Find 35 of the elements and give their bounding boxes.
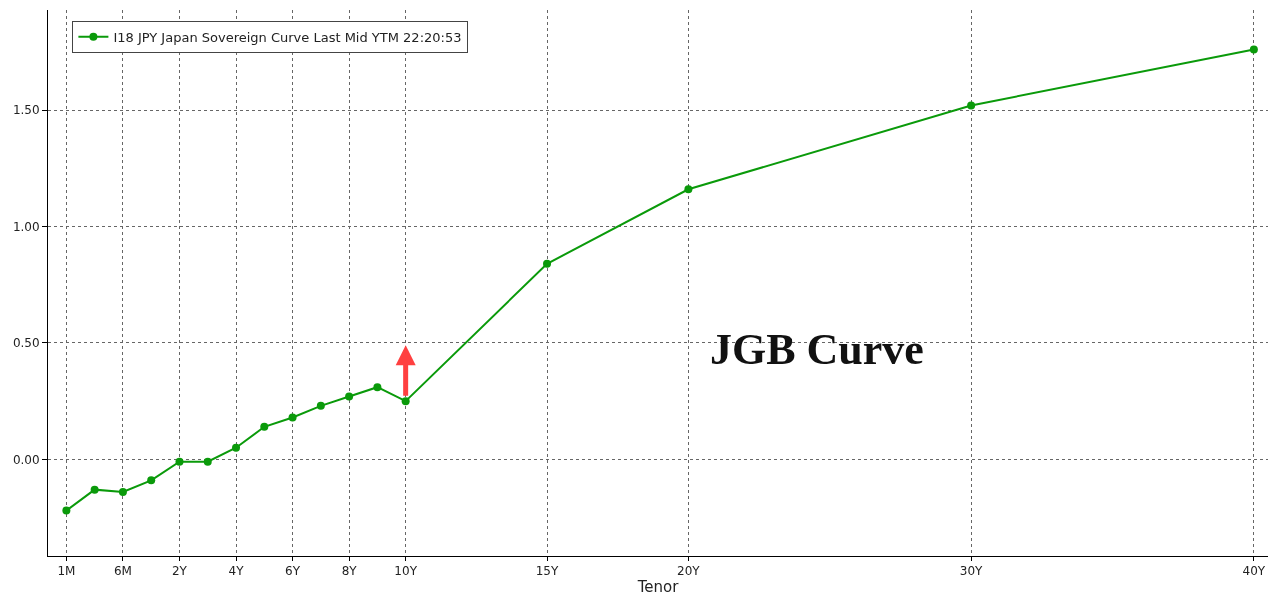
x-tick-label: 40Y (1242, 564, 1266, 579)
point (203, 457, 212, 466)
x-tick-label: 30Y (959, 564, 984, 579)
y-tick-label: 0.00 (12, 452, 40, 467)
point (401, 397, 410, 406)
annotation: JGB Curve (710, 325, 924, 374)
y-tick-label: 0.50 (12, 336, 40, 351)
x-tick-label: 2Y (171, 564, 188, 579)
point (118, 487, 127, 496)
x-axis-title: Tenor (636, 578, 680, 597)
legend-label: I18 JPY Japan Sovereign Curve Last Mid YTM 22:20:53 (113, 29, 462, 45)
point (175, 457, 184, 466)
point (316, 401, 325, 410)
point (288, 413, 297, 422)
x-tick-label: 6Y (285, 564, 301, 579)
point (967, 101, 976, 110)
x-tick-label: 6M (113, 564, 132, 579)
point (147, 476, 156, 485)
x-tick-label: 20Y (677, 564, 701, 579)
x-tick-label: 8Y (341, 564, 358, 579)
point (62, 506, 71, 515)
point (684, 185, 693, 194)
y-tick-label: 1.00 (12, 219, 40, 234)
point (373, 383, 382, 392)
point (90, 485, 99, 494)
point (1249, 45, 1258, 54)
x-tick-label: 10Y (394, 564, 418, 579)
x-tick-label: 15Y (535, 564, 559, 579)
y-tick-label: 1.50 (12, 103, 40, 118)
x-tick-label: 4Y (228, 564, 245, 579)
point (232, 443, 241, 452)
x-tick-label: 1M (57, 564, 76, 579)
point (345, 392, 354, 401)
point (260, 422, 269, 431)
point (543, 259, 552, 268)
